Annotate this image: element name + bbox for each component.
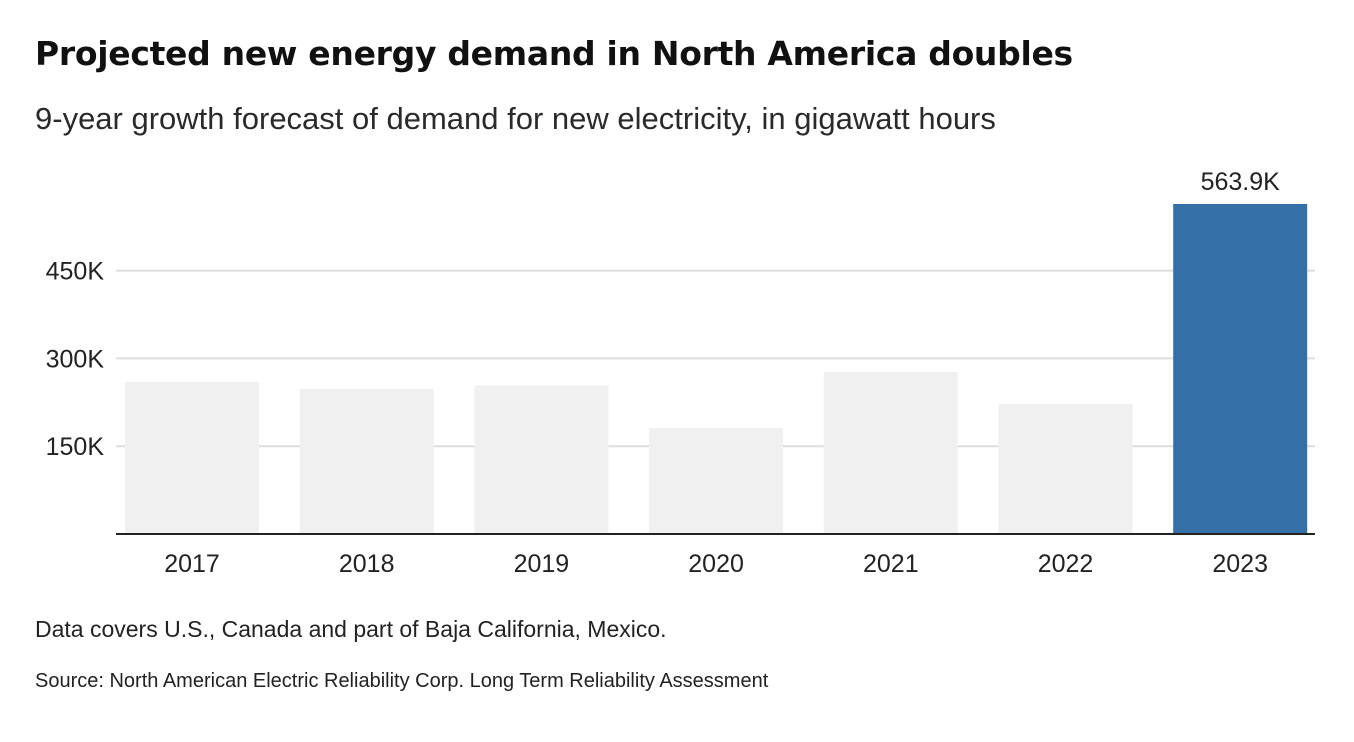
x-axis-ticks: 2017 2018 2019 2020 2021 2022 2023 [164,550,1268,578]
chart-subtitle: 9-year growth forecast of demand for new… [35,101,996,136]
bar-2018 [299,388,434,534]
source-note: Source: North American Electric Reliabil… [35,670,769,692]
bar-2022 [998,404,1133,534]
bar-2020 [649,428,784,534]
y-tick-label: 300K [46,345,105,373]
bar-chart: 150K 300K 450K 2017 2018 2019 2020 2021 2022 202… [46,168,1315,578]
y-tick-label: 450K [46,258,105,286]
bars [125,204,1308,534]
x-tick-label: 2020 [688,550,744,578]
x-tick-label: 2018 [339,550,395,578]
x-tick-label: 2017 [164,550,220,578]
x-tick-label: 2021 [863,550,919,578]
bar-2023 [1173,204,1308,534]
bar-2021 [823,371,958,534]
gridlines [116,269,1315,448]
x-tick-label: 2022 [1038,550,1094,578]
data-label-highlight: 563.9K [1201,168,1281,196]
bar-2019 [474,385,609,534]
x-tick-label: 2023 [1212,550,1268,578]
bar-2017 [125,381,259,534]
y-tick-label: 150K [46,433,105,461]
chart-title: Projected new energy demand in North Ame… [35,34,1073,73]
x-tick-label: 2019 [514,550,570,578]
y-axis-ticks: 150K 300K 450K [46,258,105,462]
footnote: Data covers U.S., Canada and part of Baj… [35,616,667,642]
data-labels: 563.9K [1201,168,1281,196]
